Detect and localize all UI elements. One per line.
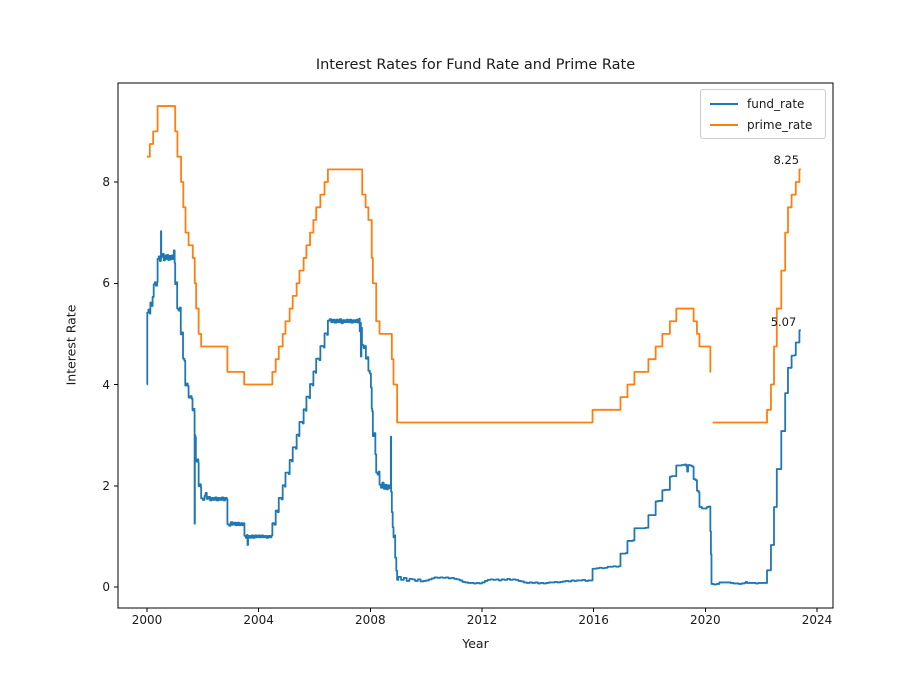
legend-entry-fund_rate: fund_rate xyxy=(710,96,816,111)
y-tick-label: 8 xyxy=(102,175,110,189)
x-tick-label: 2024 xyxy=(801,613,833,627)
series-line-prime_rate xyxy=(712,168,801,424)
annotation-5.07: 5.07 xyxy=(770,314,797,329)
y-tick-label: 4 xyxy=(102,377,110,392)
x-tick-label: 2012 xyxy=(466,613,498,627)
legend-label: fund_rate xyxy=(747,96,805,111)
annotation-8.25: 8.25 xyxy=(773,152,800,167)
plot-frame xyxy=(117,82,834,609)
x-tick-label: 2008 xyxy=(355,613,386,627)
x-tick-label: 2020 xyxy=(690,613,721,627)
y-tick-label: 0 xyxy=(102,580,110,594)
x-axis-label: Year xyxy=(462,636,489,651)
x-tick-label: 2000 xyxy=(131,613,163,627)
y-tick-label: 2 xyxy=(102,478,110,493)
chart-title: Interest Rates for Fund Rate and Prime R… xyxy=(315,57,636,73)
y-tick-label: 6 xyxy=(102,276,110,291)
legend-line-sample xyxy=(710,123,738,126)
y-axis-label: Interest Rate xyxy=(63,304,79,386)
x-tick-label: 2004 xyxy=(243,613,274,627)
legend-label: prime_rate xyxy=(747,117,813,132)
legend-line-sample xyxy=(710,102,738,105)
legend: fund_rate prime_rate xyxy=(700,89,826,139)
legend-entry-prime_rate: prime_rate xyxy=(710,117,816,132)
series-line-fund_rate xyxy=(146,230,801,586)
x-tick-label: 2016 xyxy=(578,613,609,627)
series-line-prime_rate xyxy=(147,105,712,424)
